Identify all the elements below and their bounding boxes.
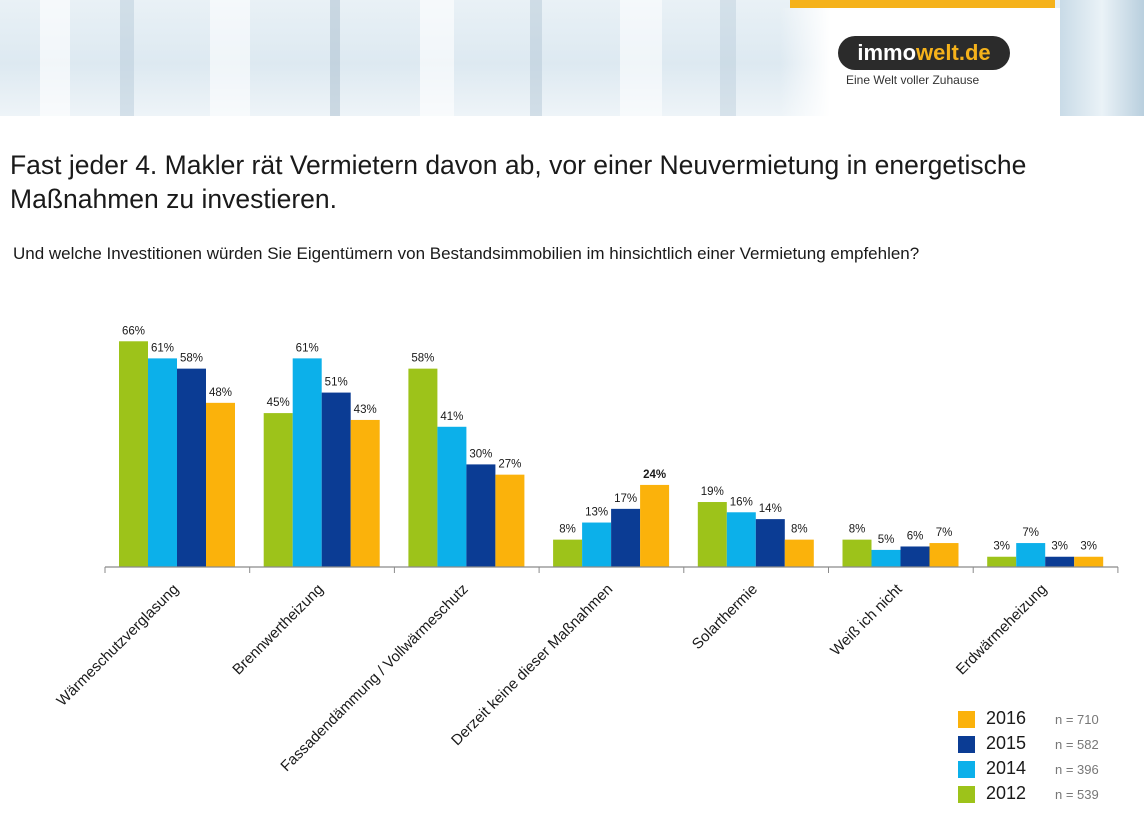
legend-sample-size: n = 582 (1055, 737, 1099, 752)
bar-brennwertheizung-2014 (292, 358, 322, 567)
bar-weiss-ich-nicht-2014 (871, 549, 901, 567)
bar-fassadendammung-vollwarmeschutz-2012 (408, 368, 438, 567)
bar-erdwarmeheizung-2015 (1045, 556, 1075, 567)
value-label: 19% (701, 486, 724, 498)
brand-logo[interactable]: immowelt.de (838, 36, 1010, 70)
legend-item-2014: 2014 n = 396 (958, 758, 1138, 783)
value-label: 3% (993, 541, 1010, 553)
bar-weiss-ich-nicht-2016 (929, 543, 959, 567)
bar-solarthermie-2016 (784, 539, 814, 567)
bar-solarthermie-2014 (726, 512, 756, 567)
category-label-brennwertheizung: Brennwertheizung (229, 581, 327, 679)
chart-question: Und welche Investitionen würden Sie Eige… (13, 244, 920, 263)
value-label: 30% (469, 448, 492, 460)
bar-fassadendammung-vollwarmeschutz-2014 (437, 426, 467, 567)
legend-sample-size: n = 539 (1055, 787, 1099, 802)
value-label: 8% (791, 524, 808, 536)
legend-item-2012: 2012 n = 539 (958, 783, 1138, 808)
legend-year: 2015 (986, 733, 1027, 753)
bar-brennwertheizung-2016 (350, 419, 380, 567)
value-label: 45% (267, 397, 290, 409)
category-label-derzeit-keine-dieser-massnahmen: Derzeit keine dieser Maßnahmen (448, 581, 616, 749)
category-labels: Wärmeschutzverglasung BrennwertheizungFas… (53, 580, 1050, 775)
value-label: 6% (907, 530, 924, 542)
page-title: Fast jeder 4. Makler rät Vermietern davo… (10, 150, 1027, 214)
category-label-solarthermie: Solarthermie (689, 581, 761, 653)
bar-brennwertheizung-2012 (263, 413, 293, 567)
value-label: 3% (1080, 541, 1097, 553)
value-label: 7% (1022, 527, 1039, 539)
bar-fassadendammung-vollwarmeschutz-2015 (466, 464, 496, 567)
legend-swatch (958, 761, 975, 778)
legend-item-2015: 2015 n = 582 (958, 733, 1138, 758)
category-label-warmeschutzverglasung: Wärmeschutzverglasung (53, 581, 182, 710)
legend-year: 2016 (986, 708, 1027, 728)
value-label: 27% (498, 459, 521, 471)
legend-swatch (958, 711, 975, 728)
bar-erdwarmeheizung-2012 (987, 556, 1017, 567)
bar-erdwarmeheizung-2014 (1016, 543, 1046, 567)
bar-weiss-ich-nicht-2015 (900, 546, 930, 567)
chart-bars (119, 341, 1104, 567)
bar-solarthermie-2012 (697, 502, 727, 567)
brand-tagline: Eine Welt voller Zuhause (846, 73, 980, 87)
value-label: 24% (643, 469, 666, 481)
bar-solarthermie-2015 (755, 519, 785, 567)
value-label: 16% (730, 496, 753, 508)
value-label: 8% (849, 524, 866, 536)
value-label: 48% (209, 387, 232, 399)
category-label-erdwarmeheizung: Erdwärmeheizung (953, 581, 1051, 679)
logo-text-immo: immo (857, 40, 917, 65)
bar-warmeschutzverglasung-2015 (177, 368, 206, 567)
logo-text-welt: welt.de (916, 40, 991, 65)
value-label: 7% (936, 527, 953, 539)
legend-swatch (958, 786, 975, 803)
legend-year: 2012 (986, 783, 1027, 803)
value-label: 5% (878, 534, 895, 546)
legend-sample-size: n = 710 (1055, 712, 1099, 727)
legend-sample-size: n = 396 (1055, 762, 1099, 777)
bar-derzeit-keine-dieser-massnahmen-2016 (640, 484, 670, 567)
bar-warmeschutzverglasung-2016 (206, 402, 235, 567)
bar-weiss-ich-nicht-2012 (842, 539, 872, 567)
bar-warmeschutzverglasung-2014 (148, 358, 177, 567)
bar-brennwertheizung-2015 (321, 392, 351, 567)
value-label: 13% (585, 507, 608, 519)
bar-fassadendammung-vollwarmeschutz-2016 (495, 474, 525, 567)
bar-warmeschutzverglasung-2012 (119, 341, 148, 567)
x-axis-ticks (104, 567, 1119, 573)
bar-derzeit-keine-dieser-massnahmen-2015 (611, 508, 641, 567)
bar-derzeit-keine-dieser-massnahmen-2012 (553, 539, 583, 567)
accent-bar (790, 0, 1055, 8)
category-label-weiss-ich-nicht: Weiß ich nicht (827, 580, 906, 659)
value-label: 61% (296, 342, 319, 354)
value-label: 51% (325, 377, 348, 389)
value-label: 43% (354, 404, 377, 416)
bar-erdwarmeheizung-2016 (1074, 556, 1104, 567)
legend-item-2016: 2016 n = 710 (958, 708, 1138, 733)
value-label: 17% (614, 493, 637, 505)
value-label: 14% (759, 503, 782, 515)
value-labels: 66% 61% 58% 48% 45% 61% 51% 43% 58% 41% 30% 27% 8% 13… (122, 325, 1097, 552)
value-label: 58% (411, 353, 434, 365)
value-label: 3% (1051, 541, 1068, 553)
value-label: 66% (122, 325, 145, 337)
legend-swatch (958, 736, 975, 753)
value-label: 8% (559, 524, 576, 536)
value-label: 58% (180, 353, 203, 365)
legend-year: 2014 (986, 758, 1027, 778)
bar-derzeit-keine-dieser-massnahmen-2014 (582, 522, 612, 567)
value-label: 41% (440, 411, 463, 423)
value-label: 61% (151, 342, 174, 354)
